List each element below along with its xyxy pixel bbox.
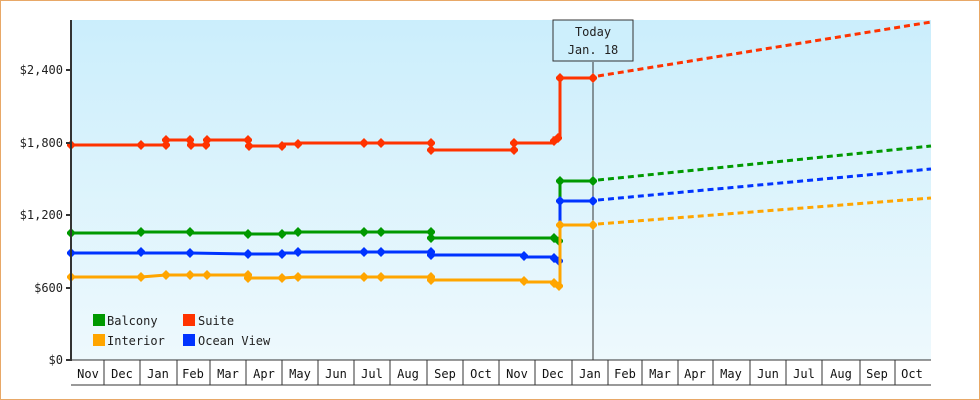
series-interior	[67, 196, 932, 291]
legend-label: Balcony	[107, 314, 158, 328]
x-month-label: Feb	[182, 367, 204, 381]
x-month-label: Sep	[434, 367, 456, 381]
today-date: Jan. 18	[568, 43, 619, 57]
legend-item-balcony[interactable]: Balcony	[93, 314, 158, 328]
y-axis: $0 $600 $1,200 $1,800 $2,400	[20, 20, 72, 367]
x-month-label: Jan	[579, 367, 601, 381]
x-month-label: Nov	[77, 367, 99, 381]
x-month-label: Aug	[397, 367, 419, 381]
y-tick-1200: $1,200	[20, 208, 63, 222]
plot-area	[71, 20, 931, 360]
x-month-label: Jan	[147, 367, 169, 381]
ocean-view-forecast	[597, 167, 932, 202]
y-tick-2400: $2,400	[20, 63, 63, 77]
x-month-label: Oct	[901, 367, 923, 381]
today-label: Today	[575, 25, 611, 39]
y-tick-1800: $1,800	[20, 136, 63, 150]
legend-item-interior[interactable]: Interior	[93, 334, 165, 348]
y-tick-600: $600	[34, 281, 63, 295]
x-month-label: Nov	[506, 367, 528, 381]
balcony-swatch-icon	[93, 314, 105, 326]
interior-swatch-icon	[93, 334, 105, 346]
x-month-label: Jul	[793, 367, 815, 381]
legend-label: Suite	[198, 314, 234, 328]
legend: Balcony Suite Interior Ocean View	[93, 314, 271, 348]
series-ocean-view	[67, 167, 932, 266]
interior-forecast	[597, 196, 932, 226]
x-month-label: Feb	[614, 367, 636, 381]
ocean-view-swatch-icon	[183, 334, 195, 346]
x-month-label: Apr	[253, 367, 275, 381]
y-tick-0: $0	[49, 353, 63, 367]
suite-forecast	[597, 20, 932, 78]
x-axis: Nov Dec Jan Feb Mar Apr May Jun Jul Aug …	[71, 359, 931, 386]
series-balcony	[67, 144, 932, 246]
balcony-forecast	[597, 144, 932, 182]
x-month-label: Jun	[757, 367, 779, 381]
x-month-label: Oct	[470, 367, 492, 381]
series-suite	[67, 20, 932, 155]
legend-label: Ocean View	[198, 334, 271, 348]
x-month-label: Jul	[361, 367, 383, 381]
x-month-label: Apr	[684, 367, 706, 381]
x-month-label: Dec	[542, 367, 564, 381]
legend-item-ocean-view[interactable]: Ocean View	[183, 334, 271, 348]
x-month-label: Dec	[111, 367, 133, 381]
x-month-label: Mar	[649, 367, 671, 381]
x-month-label: Jun	[325, 367, 347, 381]
today-marker: Today Jan. 18	[552, 19, 634, 62]
x-month-label: May	[720, 367, 742, 381]
x-month-label: May	[289, 367, 311, 381]
x-month-label: Mar	[217, 367, 239, 381]
suite-swatch-icon	[183, 314, 195, 326]
x-month-label: Aug	[830, 367, 852, 381]
legend-item-suite[interactable]: Suite	[183, 314, 234, 328]
legend-label: Interior	[107, 334, 165, 348]
x-month-label: Sep	[866, 367, 888, 381]
